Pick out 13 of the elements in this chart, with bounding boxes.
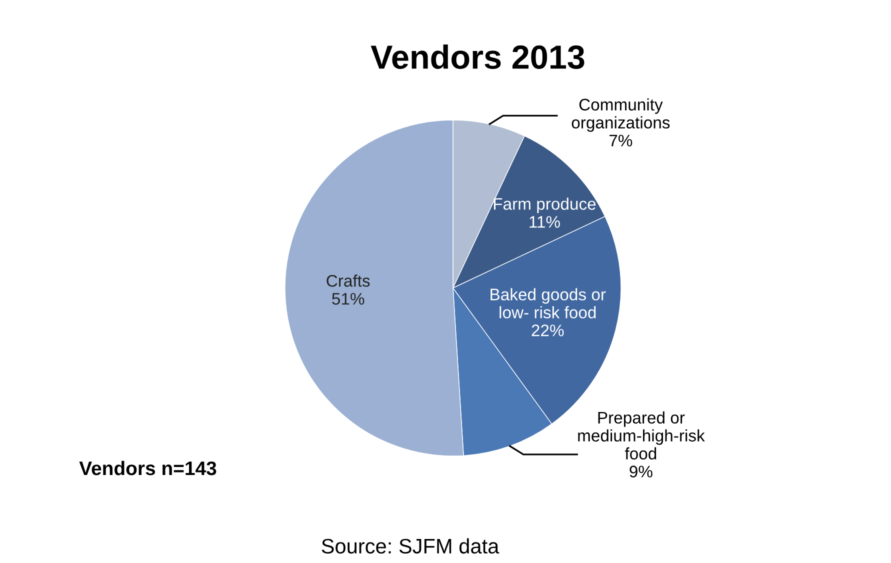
slice-label: Farm produce — [494, 198, 596, 214]
data-label: 9% — [630, 466, 652, 478]
chart-title: Vendors 2013 — [370, 44, 584, 69]
text: Vendors n=143 — [79, 460, 216, 476]
data-label: 22% — [532, 324, 564, 336]
source-note: Source: SJFM data — [322, 538, 500, 554]
slice-label: Community organizations — [572, 98, 670, 132]
data-label: 7% — [610, 134, 632, 146]
slice-label: Crafts — [326, 274, 370, 287]
data-label: 51% — [332, 292, 364, 305]
slice-label: Prepared or medium-high-risk food — [578, 411, 705, 460]
slice-label: Baked goods or low- risk food — [490, 288, 606, 318]
data-label: 11% — [530, 216, 560, 228]
